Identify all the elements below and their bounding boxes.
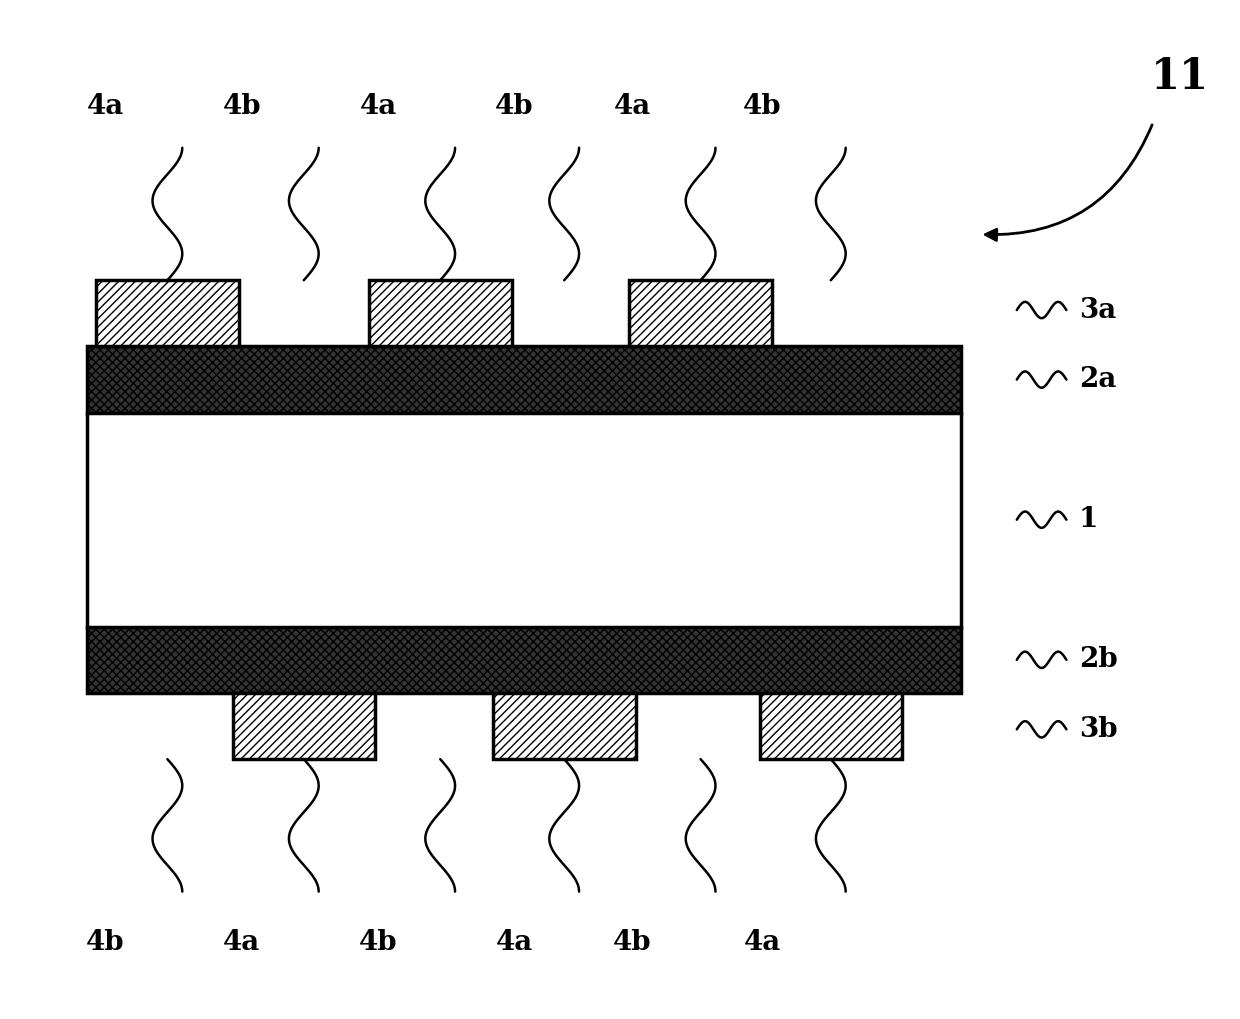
- Bar: [97, 280, 238, 346]
- Bar: [87, 627, 961, 693]
- Text: 1: 1: [1079, 506, 1099, 533]
- Text: 4a: 4a: [87, 94, 124, 120]
- Text: 4b: 4b: [358, 929, 398, 956]
- Bar: [759, 693, 903, 759]
- Text: 4a: 4a: [744, 929, 781, 956]
- Bar: [233, 693, 374, 759]
- Text: 4b: 4b: [743, 94, 782, 120]
- Text: 4a: 4a: [360, 94, 397, 120]
- Text: 4b: 4b: [86, 929, 125, 956]
- Bar: [494, 693, 636, 759]
- Text: 4a: 4a: [223, 929, 260, 956]
- Text: 2b: 2b: [1079, 646, 1117, 674]
- Bar: [87, 413, 961, 627]
- FancyArrowPatch shape: [986, 125, 1152, 240]
- Text: 4a: 4a: [614, 94, 651, 120]
- Text: 3b: 3b: [1079, 716, 1117, 743]
- Text: 4b: 4b: [222, 94, 262, 120]
- Text: 3a: 3a: [1079, 297, 1116, 323]
- Text: 4b: 4b: [495, 94, 534, 120]
- Text: 11: 11: [1151, 56, 1209, 98]
- Text: 2a: 2a: [1079, 366, 1116, 393]
- Text: 4b: 4b: [613, 929, 652, 956]
- Bar: [370, 280, 511, 346]
- Bar: [629, 280, 771, 346]
- Bar: [87, 346, 961, 413]
- Text: 4a: 4a: [496, 929, 533, 956]
